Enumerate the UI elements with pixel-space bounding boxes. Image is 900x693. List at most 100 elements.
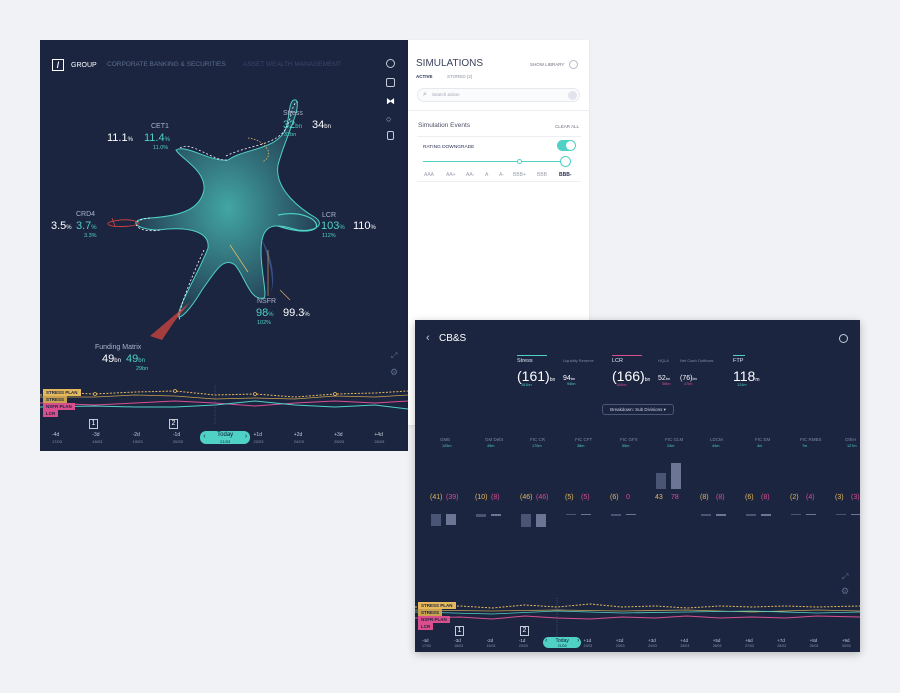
settings-icon[interactable]: ⚙	[390, 367, 399, 377]
kpi-label[interactable]: HQLA	[658, 358, 669, 363]
division-value-b[interactable]: (5)	[581, 494, 590, 501]
date-label[interactable]: -3d	[92, 432, 100, 438]
division-value-a[interactable]: (6)	[745, 494, 754, 501]
rating-slider-knob[interactable]	[560, 156, 571, 167]
date-label-2[interactable]: +6d	[745, 638, 753, 643]
funding-main[interactable]: 49bn	[102, 353, 121, 365]
date-label-2[interactable]: +3d	[648, 638, 656, 643]
date-label-2[interactable]: -4d	[422, 638, 429, 643]
date-label-2[interactable]: +8d	[809, 638, 818, 643]
rating-label[interactable]: AA-	[466, 172, 475, 178]
nsfr-sim[interactable]: 98%	[256, 307, 274, 319]
marker-1[interactable]: 1	[89, 419, 98, 429]
stress-main[interactable]: 34bn	[312, 119, 331, 131]
date-label-2[interactable]: +9d	[841, 638, 850, 643]
kpi-label[interactable]: Stress	[517, 358, 533, 364]
kpi-label[interactable]: Net Cash Outflows	[680, 358, 714, 363]
division-value-a[interactable]: (10)	[475, 494, 488, 501]
add-icon[interactable]	[568, 91, 577, 100]
date-label[interactable]: +3d	[334, 432, 343, 438]
shuffle-icon[interactable]: ⧓	[386, 96, 395, 106]
next-day-icon[interactable]: ›	[244, 433, 248, 440]
nsfr-main[interactable]: 99.3%	[283, 307, 310, 319]
logo[interactable]: /	[52, 59, 64, 71]
kpi-label[interactable]: LCR	[612, 358, 624, 364]
prev-day-icon[interactable]: ‹	[203, 433, 206, 440]
date-label-2[interactable]: +7d	[777, 638, 785, 643]
lcr-sim[interactable]: 103%	[321, 220, 345, 232]
division-value-b[interactable]: 78	[671, 494, 679, 501]
kpi-value[interactable]: (76)bn	[680, 375, 697, 382]
crd4-sim[interactable]: 3.7%	[76, 220, 97, 232]
lcr-main[interactable]: 110%	[353, 220, 376, 232]
show-library-link[interactable]: SHOW LIBRARY	[530, 62, 565, 67]
layers-icon[interactable]	[386, 78, 395, 87]
marker-1-b[interactable]: 1	[455, 626, 464, 636]
division-value-b[interactable]: (8)	[761, 494, 770, 501]
marker-2[interactable]: 2	[169, 419, 178, 429]
division-name[interactable]: FIC CFT	[575, 437, 593, 442]
tab-stored[interactable]: STORED (2)	[447, 74, 473, 79]
cet1-main[interactable]: 11.1%	[107, 132, 133, 144]
rating-label[interactable]: A	[485, 172, 489, 178]
kpi-value[interactable]: 94bn	[563, 375, 575, 382]
prev-icon[interactable]	[839, 334, 848, 343]
rating-slider-track[interactable]	[423, 161, 565, 162]
division-value-a[interactable]: (3)	[835, 494, 844, 501]
date-label[interactable]: -1d	[172, 432, 181, 438]
expand-icon[interactable]: ⤢	[391, 351, 398, 360]
rating-label[interactable]: BBB-	[559, 172, 572, 178]
division-value-a[interactable]: (5)	[565, 494, 574, 501]
date-label-2[interactable]: +2d	[615, 638, 624, 643]
search-input[interactable]: ⌕ Search action	[417, 88, 580, 102]
library-icon[interactable]	[569, 60, 578, 69]
clear-all-link[interactable]: CLEAR ALL	[555, 124, 580, 129]
breakdown-dropdown[interactable]: Breakdown: Sub Divisions ▾	[602, 404, 674, 415]
division-name[interactable]: GM Debt	[485, 437, 504, 442]
nav-cbs[interactable]: CORPORATE BANKING & SECURITIES	[107, 61, 226, 68]
kpi-value[interactable]: 52bn	[658, 375, 670, 382]
date-label[interactable]: -2d	[132, 432, 140, 438]
date-label-2[interactable]: +1d	[583, 638, 592, 643]
division-value-b[interactable]: (39)	[446, 494, 459, 501]
division-value-a[interactable]: (2)	[790, 494, 799, 501]
marker-2-b[interactable]: 2	[520, 626, 529, 636]
prev-day-icon-2[interactable]: ‹	[545, 638, 548, 644]
crd4-main[interactable]: 3.5%	[51, 220, 72, 232]
tab-active[interactable]: ACTIVE	[416, 74, 433, 79]
division-name[interactable]: FIC CR	[530, 437, 545, 442]
kpi-label[interactable]: FTP	[733, 358, 744, 364]
division-value-a[interactable]: (6)	[610, 494, 619, 501]
next-day-icon-2[interactable]: ›	[577, 638, 580, 644]
today-button-2[interactable]: Today 21/03 ‹ ›	[543, 637, 582, 648]
division-name[interactable]: FIC GLM	[665, 437, 684, 442]
comment-icon[interactable]: ○	[386, 114, 392, 124]
kpi-label[interactable]: Liquidity Reserve	[563, 358, 594, 363]
rating-label[interactable]: A-	[499, 172, 504, 178]
arrow-right-icon[interactable]	[386, 59, 395, 68]
stress-sim[interactable]: 32bn	[283, 119, 302, 131]
division-name[interactable]: Other	[845, 437, 857, 442]
division-name[interactable]: FIC GFX	[620, 437, 638, 442]
nav-group[interactable]: GROUP	[71, 62, 97, 69]
nav-awm[interactable]: ASSET WEALTH MANAGEMENT	[243, 61, 341, 68]
date-label[interactable]: +4d	[374, 432, 383, 438]
book-icon[interactable]	[387, 131, 394, 140]
date-label-2[interactable]: -1d	[518, 638, 526, 643]
division-name[interactable]: FIC RMBS	[800, 437, 822, 442]
settings-icon-2[interactable]: ⚙	[841, 586, 850, 596]
event-toggle[interactable]	[557, 140, 576, 151]
division-value-a[interactable]: (46)	[520, 494, 533, 501]
funding-sim[interactable]: 49bn	[126, 353, 145, 365]
date-label-2[interactable]: +4d	[680, 638, 689, 643]
date-label[interactable]: +2d	[293, 432, 303, 438]
date-label-2[interactable]: -3d	[454, 638, 461, 643]
date-label[interactable]: -4d	[52, 432, 60, 438]
division-value-b[interactable]: (3)	[851, 494, 860, 501]
division-name[interactable]: LDCM	[710, 437, 723, 442]
rating-label[interactable]: BBB	[537, 172, 548, 178]
expand-icon-2[interactable]: ⤢	[842, 572, 849, 581]
date-label-2[interactable]: +5d	[712, 638, 721, 643]
division-value-b[interactable]: (46)	[536, 494, 549, 501]
division-value-a[interactable]: 43	[655, 494, 663, 501]
